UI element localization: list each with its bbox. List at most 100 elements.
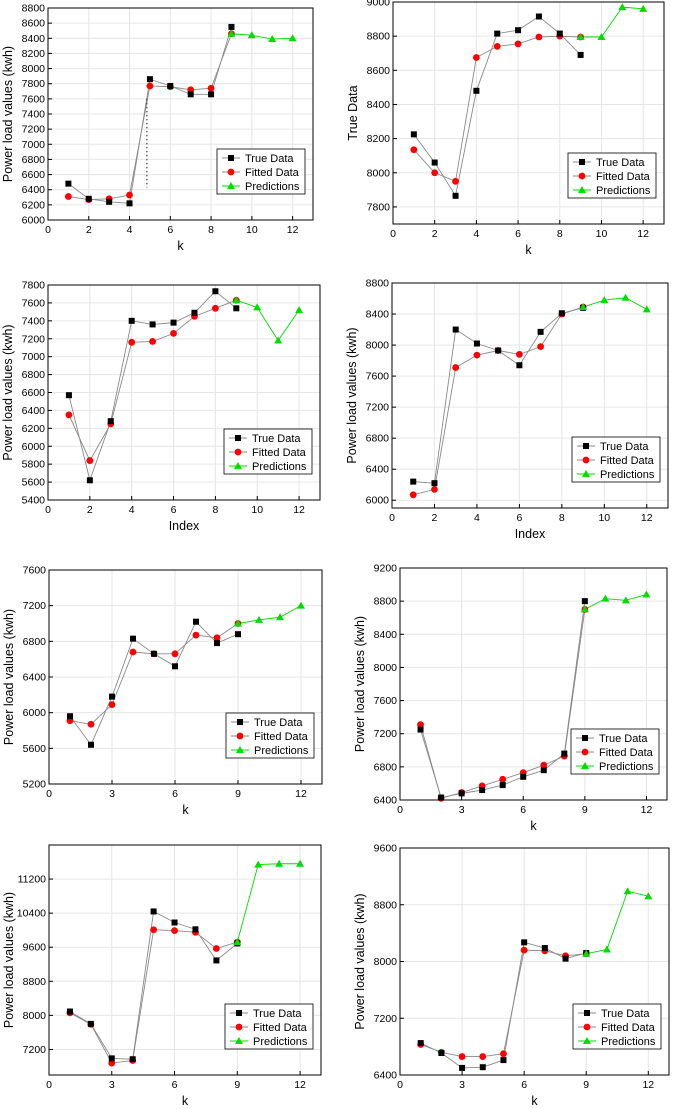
point-fitted (431, 485, 438, 493)
point-fitted (452, 364, 460, 371)
y-tick-label: 8400 (367, 99, 391, 111)
y-tick-label: 8400 (22, 33, 46, 45)
y-tick-label: 8200 (22, 48, 46, 60)
legend: True Data Fitted Data Predictions (224, 1003, 314, 1050)
point-fitted (212, 945, 220, 952)
legend-label-pred: Predictions (600, 469, 655, 481)
x-tick-label: 6 (515, 228, 521, 240)
y-tick-label: 7200 (366, 402, 390, 414)
series-line-pred (580, 6, 644, 38)
x-tick-label: 12 (293, 504, 305, 516)
legend-label-pred: Predictions (601, 1036, 656, 1048)
legend-label-pred: Predictions (596, 185, 651, 197)
legend-label-fitted: Fitted Data (245, 167, 300, 179)
chart-panel-4: 0 2 4 6 8 10 12 6000 6400 6800 7200 7600 8000 8400 880… (345, 278, 669, 541)
y-tick-label: 6800 (366, 433, 390, 445)
point-pred (618, 3, 627, 11)
point-pred (295, 306, 304, 314)
point-pred (576, 33, 585, 41)
point-fitted (64, 193, 72, 200)
x-tick-label: 2 (87, 504, 93, 516)
series-line-true (413, 307, 584, 484)
point-true (556, 30, 563, 37)
x-tick-label: 0 (389, 512, 395, 524)
point-fitted (171, 650, 179, 658)
x-tick-label: 12 (641, 804, 653, 816)
point-true (540, 767, 547, 774)
point-true (106, 198, 113, 205)
legend-label-pred: Predictions (254, 745, 309, 757)
legend-label-true: True Data (596, 157, 645, 169)
y-tick-label: 6400 (22, 184, 46, 196)
point-pred (297, 601, 305, 609)
legend-marker-pred (234, 462, 242, 469)
x-tick-label: 0 (45, 504, 51, 516)
x-tick-label: 0 (397, 804, 403, 816)
point-true (410, 131, 417, 138)
point-true (171, 919, 178, 926)
x-tick-label: 9 (582, 804, 588, 816)
y-tick-label: 7600 (366, 371, 390, 383)
legend-marker-pred (227, 182, 235, 189)
series-line-fitted (69, 929, 238, 1064)
point-true (150, 908, 157, 915)
point-pred (274, 336, 283, 344)
x-tick-label: 10 (246, 224, 258, 236)
point-fitted (473, 351, 481, 359)
point-fitted (514, 40, 522, 48)
x-axis-label: k (531, 1094, 538, 1108)
point-true (151, 650, 157, 657)
x-tick-label: 2 (86, 224, 92, 236)
series-line-pred (236, 863, 301, 943)
y-tick-label: 6000 (23, 707, 47, 719)
point-pred (601, 594, 610, 602)
x-axis-label: Index (515, 527, 546, 541)
point-pred (296, 859, 305, 867)
y-tick-label: 8800 (23, 976, 47, 988)
point-true (452, 192, 459, 199)
y-tick-label: 8000 (367, 167, 391, 179)
point-true (473, 87, 480, 94)
x-tick-label: 12 (642, 1079, 654, 1091)
legend-marker-fitted (234, 448, 242, 456)
x-tick-label: 9 (583, 1079, 589, 1091)
series-line-pred (237, 605, 302, 624)
x-axis-label: k (177, 239, 184, 253)
x-axis-label: k (182, 803, 189, 817)
y-tick-label: 6600 (22, 169, 46, 181)
point-true (128, 317, 135, 324)
x-tick-label: 6 (520, 804, 526, 816)
point-pred (582, 949, 591, 957)
y-tick-label: 7200 (23, 600, 47, 612)
legend: True Data Fitted Data Predictions (571, 436, 661, 483)
legend-marker-pred (581, 762, 589, 769)
legend-marker-pred (578, 186, 586, 193)
x-tick-label: 4 (129, 504, 135, 516)
x-tick-label: 2 (432, 228, 438, 240)
x-tick-label: 8 (212, 504, 218, 516)
y-tick-label: 5400 (22, 495, 46, 507)
y-tick-label: 6000 (22, 215, 46, 227)
y-tick-label: 8800 (22, 3, 46, 15)
point-true (126, 200, 133, 207)
x-tick-label: 6 (521, 1079, 527, 1091)
point-fitted (540, 761, 548, 769)
y-tick-label: 8000 (366, 340, 390, 352)
point-pred (621, 596, 630, 604)
point-true (233, 305, 240, 312)
x-tick-label: 4 (127, 224, 133, 236)
y-tick-label: 5600 (22, 477, 46, 489)
legend-marker-pred (235, 1037, 243, 1044)
point-true (431, 159, 438, 166)
x-tick-label: 0 (46, 1079, 52, 1091)
y-axis-label: Power load values (kwh) (345, 327, 359, 463)
legend-label-fitted: Fitted Data (599, 747, 654, 759)
point-fitted (87, 720, 95, 728)
point-true (149, 321, 156, 328)
y-tick-label: 6800 (22, 154, 46, 166)
series-line-true (69, 910, 238, 1060)
legend-marker-true (228, 155, 234, 161)
point-fitted (520, 946, 528, 954)
legend-label-true: True Data (253, 1008, 302, 1020)
y-tick-label: 9600 (374, 843, 398, 855)
